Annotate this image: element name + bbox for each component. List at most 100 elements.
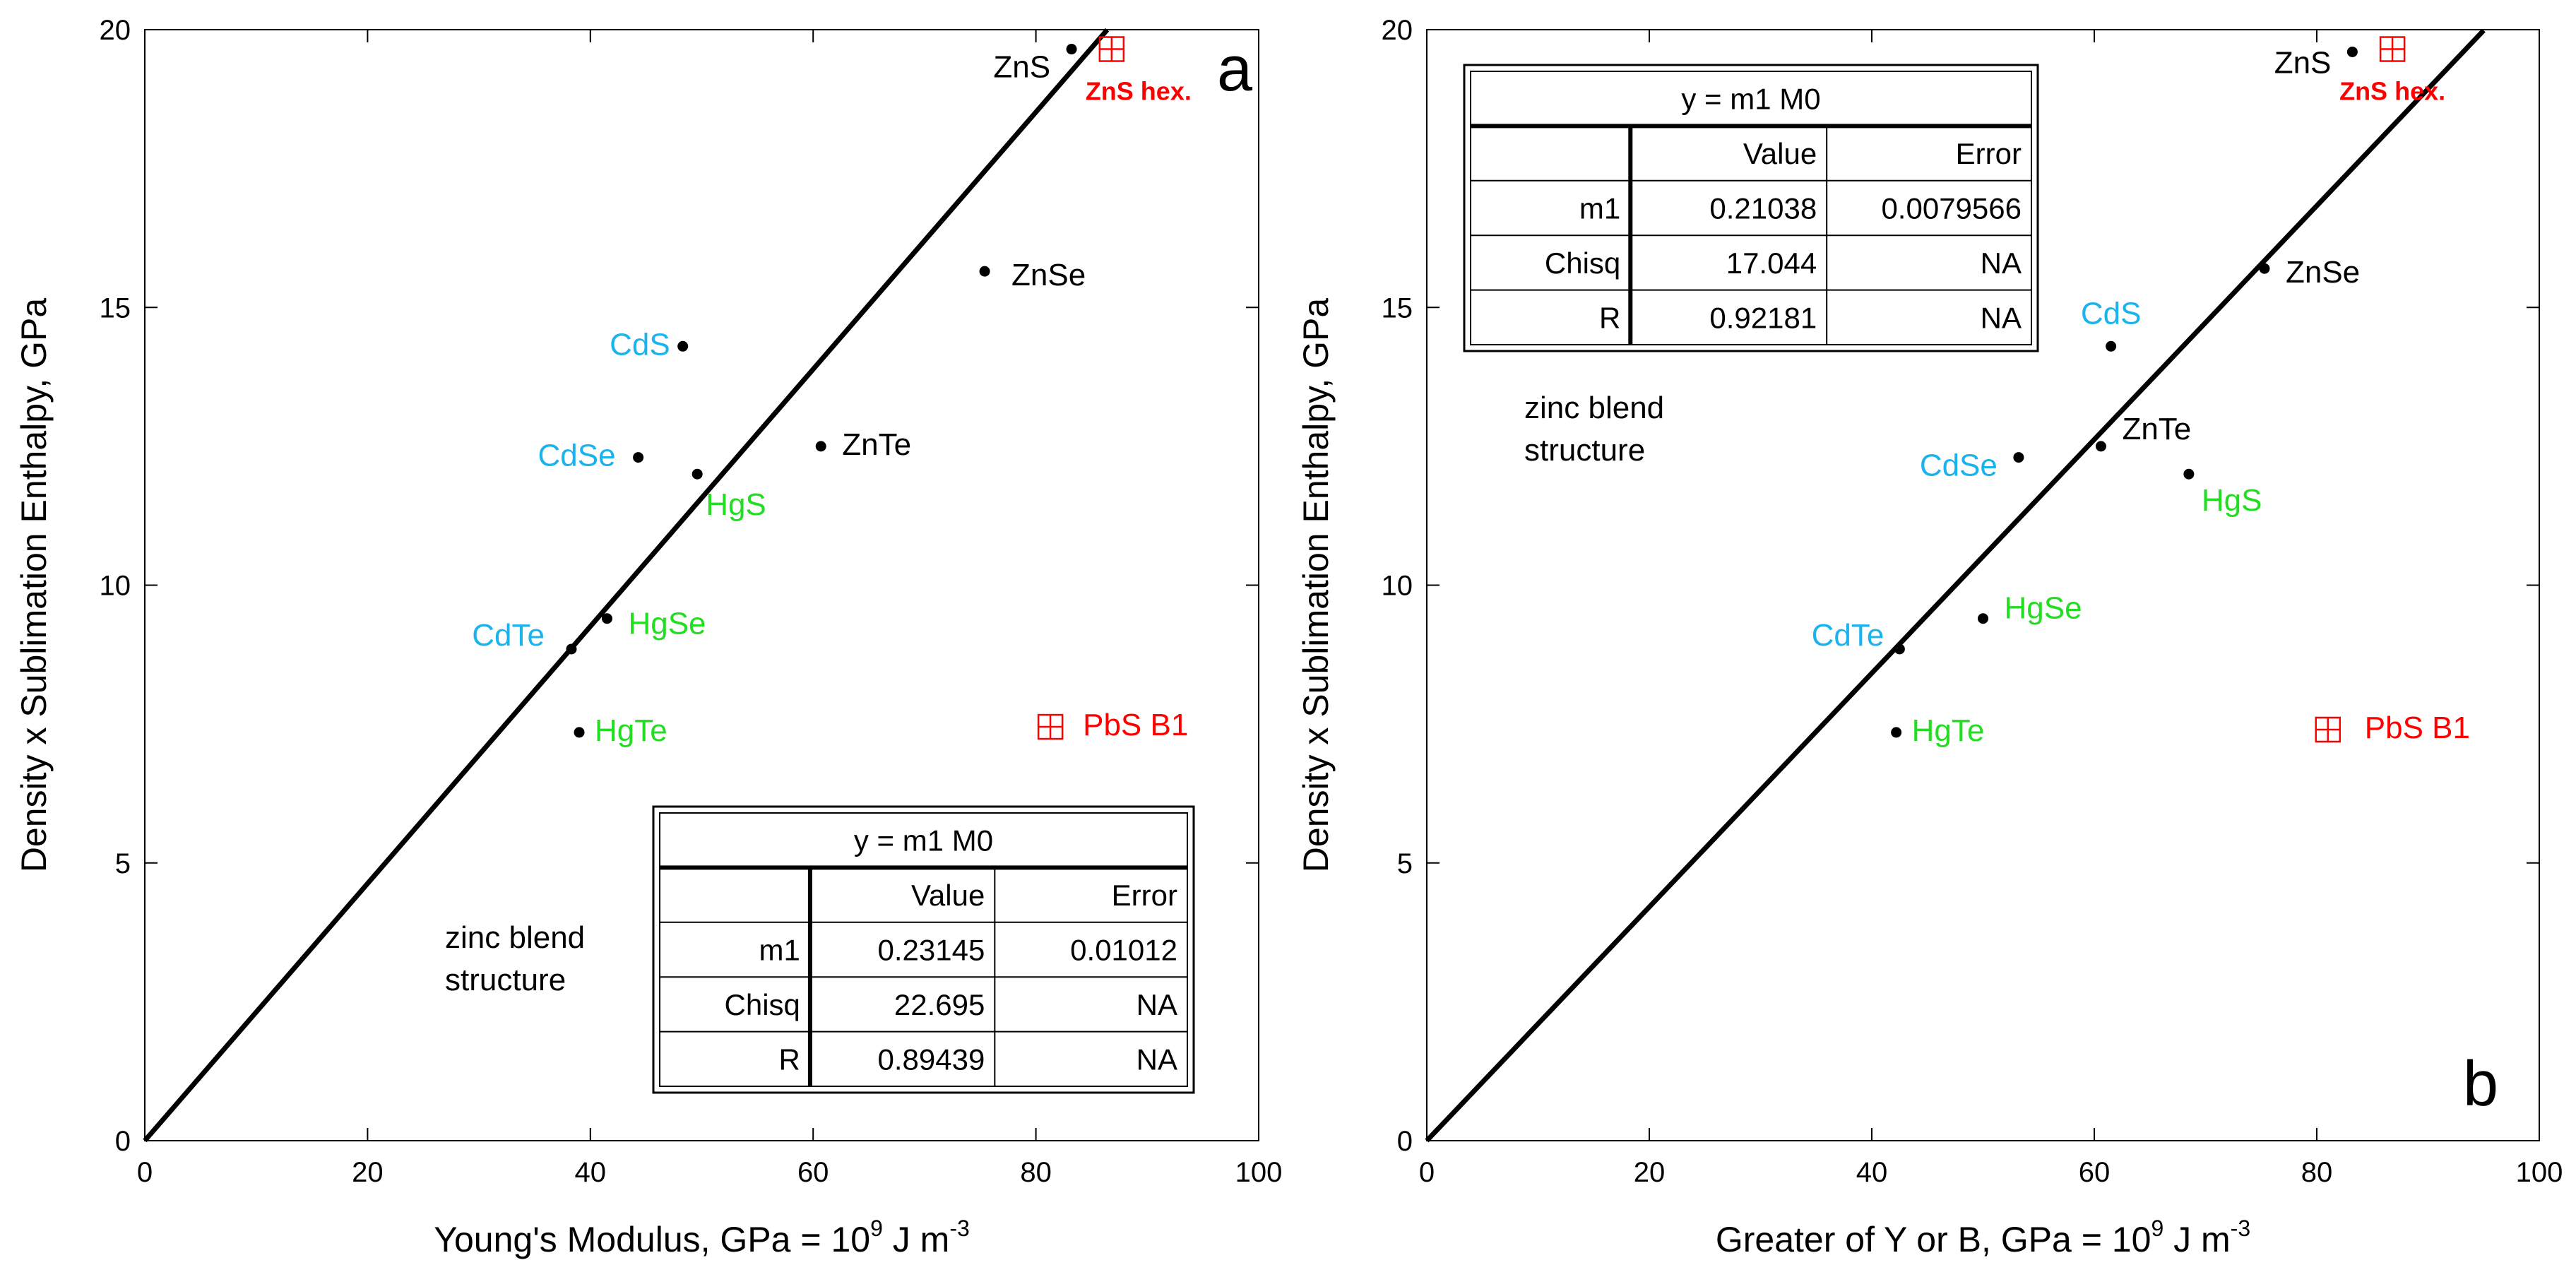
panel-a-table-cell-name: Chisq — [725, 988, 800, 1021]
panel-a-table-cell-value: 0.23145 — [878, 934, 985, 967]
panel-a-xtick-label: 100 — [1235, 1157, 1283, 1188]
panel-b-point-label-cdse: CdSe — [1920, 449, 1998, 483]
panel-b-ytick-label: 20 — [1382, 15, 1413, 46]
panel-a-point-cdte — [566, 643, 577, 655]
panel-a-table-cell-value: 22.695 — [894, 988, 985, 1021]
panel-b-table-cell-value: 17.044 — [1726, 247, 1817, 280]
panel-a-point-label-cdte: CdTe — [472, 618, 545, 653]
panel-a-point-label-hgs: HgS — [706, 487, 766, 522]
panel-a-point-zns — [1066, 44, 1077, 55]
panel-b-note-line: structure — [1524, 433, 1645, 468]
panel-a: 0 20 40 60 80 100 0 5 10 15 20 Young's Modulus, GPa… — [14, 15, 1282, 1259]
panel-b-point-zns — [2346, 46, 2358, 57]
panel-b-table-cell-error: NA — [1981, 247, 2022, 280]
panel-a-xlabel-unit-sup: -3 — [949, 1216, 969, 1241]
panel-b-point-label-znte: ZnTe — [2122, 412, 2191, 446]
panel-b-panel-letter: b — [2463, 1049, 2498, 1119]
panel-a-xtick-label: 40 — [575, 1157, 607, 1188]
panel-b-ytick-label: 10 — [1382, 571, 1413, 602]
panel-a-point-hgse — [601, 613, 612, 624]
panel-a-point-znte — [815, 441, 826, 452]
panel-a-ytick-label: 5 — [115, 848, 131, 879]
panel-a-ytick-label: 0 — [115, 1126, 131, 1157]
panel-b-point-znte — [2095, 441, 2106, 452]
panel-a-xlabel-main: Young's Modulus, GPa = 10 — [434, 1220, 870, 1259]
panel-a-table-header-error: Error — [1112, 879, 1177, 912]
panel-a-ytick-label: 20 — [100, 15, 131, 46]
panel-a-special-pbs-b1-label: PbS B1 — [1083, 708, 1188, 742]
panel-b-table-cell-value: 0.92181 — [1709, 301, 1817, 334]
panel-a-point-label-zns: ZnS — [993, 50, 1050, 85]
panel-a-fit-table: y = m1 M0 Value Error m1 0.23145 0.01012 Chisq… — [652, 805, 1195, 1094]
panel-b-special-zns-hex-marker — [2379, 36, 2406, 62]
panel-a-table-outer — [652, 805, 1195, 1094]
panel-b-point-label-hgte: HgTe — [1912, 713, 1985, 748]
panel-a-fit-line — [143, 28, 1110, 1143]
panel-b-ytick-label: 0 — [1397, 1126, 1413, 1157]
panel-b-point-cdse — [2013, 452, 2024, 463]
panel-a-xtick-label: 60 — [797, 1157, 829, 1188]
panel-a-ytick-label: 15 — [100, 292, 131, 323]
panel-b-table-cell-name: m1 — [1579, 192, 1620, 225]
panel-a-table-cell-error: NA — [1136, 988, 1177, 1021]
panel-a-point-cds — [677, 340, 689, 352]
panel-b-xtick-label: 80 — [2301, 1157, 2333, 1188]
panel-a-point-label-cdse: CdSe — [538, 439, 616, 473]
panel-b-special-pbs-b1-marker — [2315, 716, 2341, 743]
panel-a-y-axis-label: Density x Sublimation Enthalpy, GPa — [14, 298, 54, 873]
panel-a-table-header-value: Value — [911, 879, 985, 912]
panel-b-point-hgte — [1891, 727, 1902, 738]
panel-b-ytick-label: 5 — [1397, 848, 1413, 879]
panel-a-special-pbs-b1-marker — [1037, 713, 1064, 740]
panel-a-table-cell-value: 0.89439 — [878, 1043, 985, 1076]
panel-a-table-cell-error: 0.01012 — [1070, 934, 1177, 967]
panel-a-point-label-cds: CdS — [610, 327, 670, 362]
panel-a-point-label-hgse: HgSe — [628, 607, 706, 641]
panel-b-point-label-hgse: HgSe — [2005, 591, 2082, 626]
panel-b-table-inner — [1470, 71, 2032, 345]
panel-b-point-label-zns: ZnS — [2274, 45, 2332, 80]
panel-b-fit-line — [1425, 28, 2486, 1143]
panel-b-point-znse — [2259, 263, 2270, 274]
panel-a-xtick-label: 0 — [137, 1157, 153, 1188]
panel-b-table-cell-name: Chisq — [1545, 247, 1620, 280]
panel-b: 0 20 40 60 80 100 0 5 10 15 20 Greater of Y or B, G… — [1296, 15, 2563, 1259]
panel-b-table-cell-name: R — [1599, 301, 1620, 334]
panel-a-table-cell-error: NA — [1136, 1043, 1177, 1076]
panel-b-point-hgs — [2183, 468, 2195, 480]
panel-b-xlabel-unit-sup: -3 — [2231, 1216, 2250, 1241]
panel-b-xtick-label: 0 — [1419, 1157, 1435, 1188]
panel-a-xlabel-sup: 9 — [870, 1216, 883, 1241]
panel-b-table-equation: y = m1 M0 — [1681, 83, 1820, 116]
panel-b-point-hgse — [1978, 613, 1988, 624]
panel-b-x-axis-label: Greater of Y or B, GPa = 109 J m-3 — [1716, 1216, 2250, 1259]
panel-b-point-label-znse: ZnSe — [2286, 255, 2360, 290]
panel-a-panel-letter: a — [1217, 34, 1253, 105]
panel-a-point-znse — [979, 266, 990, 277]
panel-b-xtick-label: 60 — [2079, 1157, 2111, 1188]
panel-a-xtick-label: 80 — [1020, 1157, 1052, 1188]
panel-b-fit-table: y = m1 M0 Value Error m1 0.21038 0.0079566 Chi… — [1463, 64, 2039, 352]
panel-b-note-line: zinc blend — [1524, 391, 1664, 425]
panel-b-xtick-label: 100 — [2516, 1157, 2563, 1188]
panel-a-note-line: structure — [445, 963, 566, 997]
panel-b-point-cds — [2106, 340, 2117, 352]
panel-a-point-label-znte: ZnTe — [842, 427, 911, 462]
panel-a-point-hgte — [574, 727, 585, 738]
panel-b-point-label-cds: CdS — [2081, 296, 2142, 331]
panel-a-point-cdse — [633, 452, 644, 463]
panel-a-point-hgs — [692, 468, 703, 480]
panel-b-special-zns-hex-label: ZnS hex. — [2339, 77, 2445, 106]
panel-b-y-axis-label: Density x Sublimation Enthalpy, GPa — [1296, 298, 1336, 873]
panel-b-xtick-label: 20 — [1634, 1157, 1666, 1188]
panel-a-xlabel-unit: J m — [883, 1220, 949, 1259]
panel-b-xlabel-main: Greater of Y or B, GPa = 10 — [1716, 1220, 2151, 1259]
panel-b-table-cell-error: 0.0079566 — [1881, 192, 2022, 225]
panel-b-special-pbs-b1-label: PbS B1 — [2365, 711, 2470, 745]
panel-a-note-line: zinc blend — [445, 920, 585, 955]
panel-a-table-equation: y = m1 M0 — [854, 824, 993, 857]
panel-a-point-label-hgte: HgTe — [595, 713, 667, 748]
panel-b-xlabel-unit: J m — [2164, 1220, 2230, 1259]
panel-a-table-cell-name: R — [779, 1043, 800, 1076]
